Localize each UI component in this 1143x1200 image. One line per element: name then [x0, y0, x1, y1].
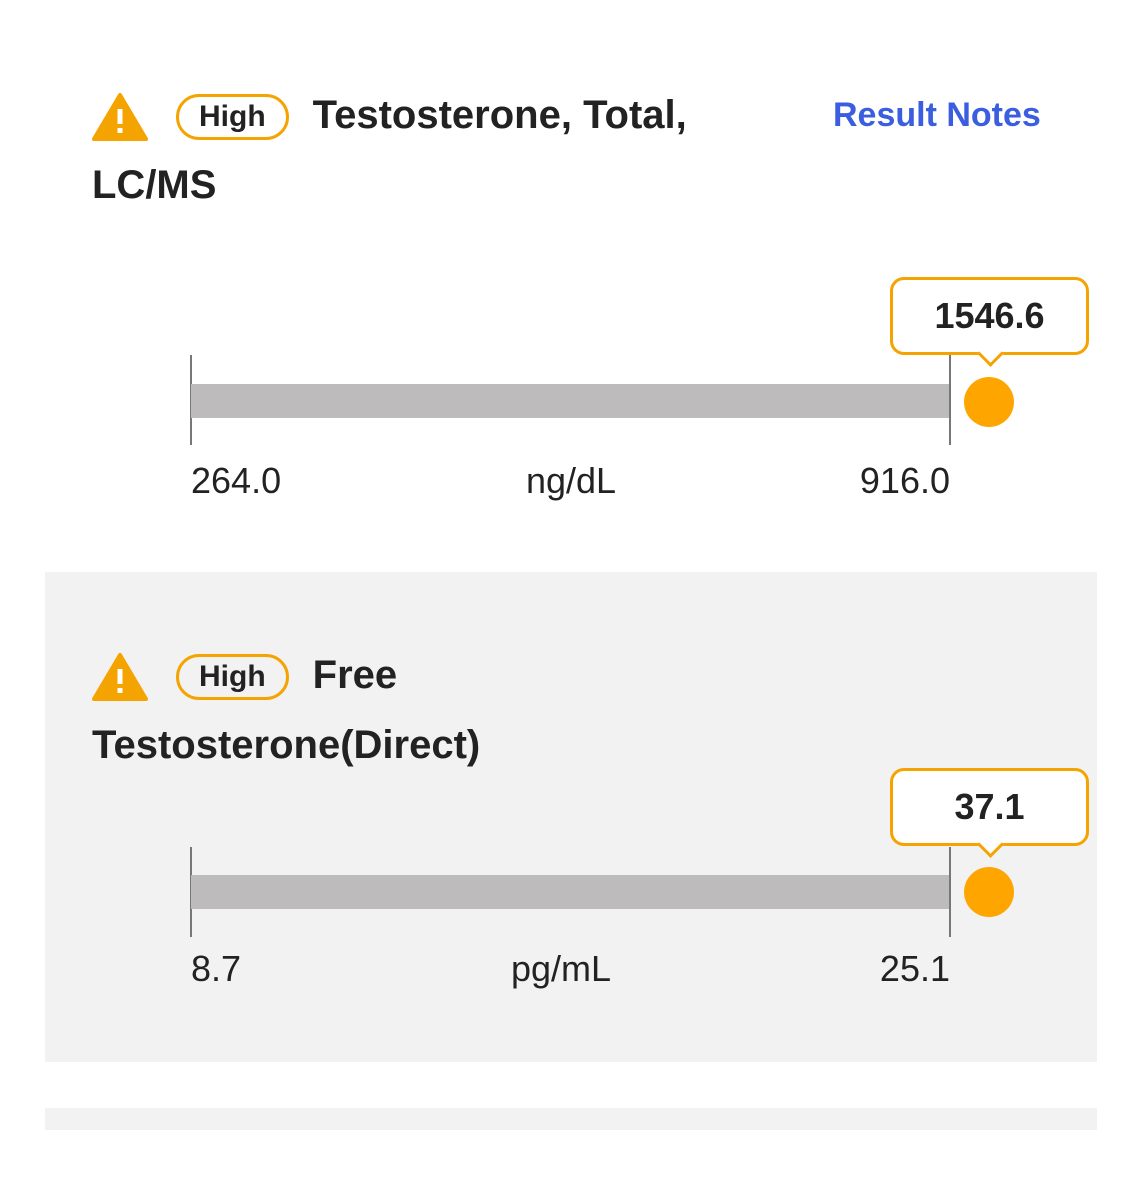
result-header: High Free Testosterone(Direct)	[92, 640, 792, 780]
value-dot	[964, 867, 1014, 917]
range-high: 916.0	[859, 460, 950, 501]
range-bar	[191, 875, 950, 909]
warning-icon	[92, 93, 148, 142]
result-card: High Testosterone, Total, LC/MS Result No…	[45, 0, 1097, 540]
unit: pg/mL	[510, 948, 612, 989]
value-callout: 37.1	[890, 768, 1089, 846]
result-card	[45, 1108, 1097, 1130]
result-name: Testosterone, Total, LC/MS	[92, 93, 687, 207]
value-callout: 1546.6	[890, 277, 1089, 355]
result-notes-link[interactable]: Result Notes	[833, 96, 1041, 134]
result-name: Free Testosterone(Direct)	[92, 653, 481, 767]
unit: ng/dL	[525, 460, 617, 501]
status-badge: High	[176, 654, 289, 701]
range-high: 25.1	[879, 948, 950, 989]
range-low: 8.7	[191, 948, 242, 989]
range-low: 264.0	[191, 460, 282, 501]
range-bar	[191, 384, 950, 418]
value-dot	[964, 377, 1014, 427]
result-header: High Testosterone, Total, LC/MS	[92, 80, 792, 220]
status-badge: High	[176, 94, 289, 141]
range-high-line	[949, 355, 951, 445]
range-high-line	[949, 847, 951, 937]
warning-icon	[92, 653, 148, 702]
result-card: High Free Testosterone(Direct) 37.1 8.7 p…	[45, 572, 1097, 1062]
